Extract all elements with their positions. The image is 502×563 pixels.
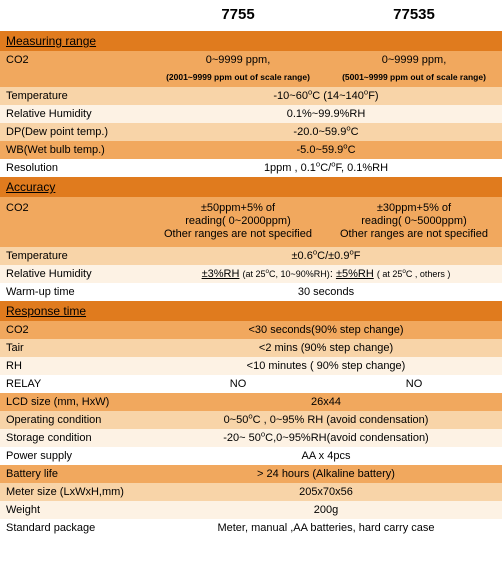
section-header: Response time [0, 301, 92, 321]
table-row: Response time [0, 301, 502, 321]
table-row: DP(Dew point temp.)-20.0~59.9oC [0, 123, 502, 141]
section-header: Measuring range [0, 31, 102, 51]
row-value: <10 minutes ( 90% step change) [150, 358, 502, 374]
table-row: CO2±50ppm+5% ofreading( 0~2000ppm)Other … [0, 197, 502, 247]
row-label: CO2 [0, 200, 150, 216]
row-label: Standard package [0, 520, 150, 536]
table-row: (2001~9999 ppm out of scale range)(5001~… [0, 69, 502, 87]
row-value: ±3%RH (at 25oC, 10~90%RH): ±5%RH ( at 25… [150, 266, 502, 282]
table-row: Temperature±0.6oC/±0.9oF [0, 247, 502, 265]
row-value: -20~ 50oC,0~95%RH(avoid condensation) [150, 430, 502, 446]
table-row: Storage condition-20~ 50oC,0~95%RH(avoid… [0, 429, 502, 447]
row-label: RELAY [0, 376, 150, 392]
note-a: (at 25oC, 10~90%RH) [243, 269, 330, 279]
table-row: Weight200g [0, 501, 502, 519]
table-row: Relative Humidity0.1%~99.9%RH [0, 105, 502, 123]
table-row: RELAYNONO [0, 375, 502, 393]
row-value: 0~50oC , 0~95% RH (avoid condensation) [150, 412, 502, 428]
line: Other ranges are not specified [154, 228, 322, 241]
row-label: LCD size (mm, HxW) [0, 394, 150, 410]
row-value: <2 mins (90% step change) [150, 340, 502, 356]
header-row: 7755 77535 [0, 0, 502, 31]
section-header: Accuracy [0, 177, 61, 197]
row-label: Temperature [0, 248, 150, 264]
table-row: WB(Wet bulb temp.)-5.0~59.9oC [0, 141, 502, 159]
table-row: Temperature-10~60oC (14~140oF) [0, 87, 502, 105]
row-label: Resolution [0, 160, 150, 176]
row-label: Meter size (LxWxH,mm) [0, 484, 150, 500]
row-label: CO2 [0, 322, 150, 338]
table-row: Operating condition0~50oC , 0~95% RH (av… [0, 411, 502, 429]
note-b: ( at 25oC , others ) [377, 269, 451, 279]
row-label: Relative Humidity [0, 266, 150, 282]
row-label: Tair [0, 340, 150, 356]
row-label: Temperature [0, 88, 150, 104]
row-note-2: (5001~9999 ppm out of scale range) [326, 70, 502, 84]
row-label: Storage condition [0, 430, 150, 446]
spec-table: 7755 77535 Measuring rangeCO20~9999 ppm,… [0, 0, 502, 537]
row-value: 26x44 [150, 394, 502, 410]
row-value-1: ±50ppm+5% ofreading( 0~2000ppm)Other ran… [150, 200, 326, 244]
table-row: Power supplyAA x 4pcs [0, 447, 502, 465]
row-value-2: 0~9999 ppm, [326, 52, 502, 68]
row-value: 0.1%~99.9%RH [150, 106, 502, 122]
row-value: -5.0~59.9oC [150, 142, 502, 158]
row-label: CO2 [0, 52, 150, 68]
row-label: Warm-up time [0, 284, 150, 300]
line: ±30ppm+5% of [330, 202, 498, 215]
table-row: Tair<2 mins (90% step change) [0, 339, 502, 357]
header-empty [0, 13, 150, 17]
row-note-1: (2001~9999 ppm out of scale range) [150, 70, 326, 84]
line: ±50ppm+5% of [154, 202, 322, 215]
header-col-7755: 7755 [150, 4, 326, 25]
table-row: Measuring range [0, 31, 502, 51]
row-value-1: NO [150, 376, 326, 392]
line: reading( 0~2000ppm) [154, 215, 322, 228]
table-row: Battery life> 24 hours (Alkaline battery… [0, 465, 502, 483]
row-label: Battery life [0, 466, 150, 482]
table-row: CO20~9999 ppm,0~9999 ppm, [0, 51, 502, 69]
row-value-2: NO [326, 376, 502, 392]
row-label: WB(Wet bulb temp.) [0, 142, 150, 158]
row-value: 200g [150, 502, 502, 518]
table-row: RH<10 minutes ( 90% step change) [0, 357, 502, 375]
row-value: -10~60oC (14~140oF) [150, 88, 502, 104]
table-row: Relative Humidity±3%RH (at 25oC, 10~90%R… [0, 265, 502, 283]
table-body: Measuring rangeCO20~9999 ppm,0~9999 ppm,… [0, 31, 502, 537]
val-b: ±5%RH [336, 268, 374, 280]
header-col-77535: 77535 [326, 4, 502, 25]
row-value: <30 seconds(90% step change) [150, 322, 502, 338]
row-label: Operating condition [0, 412, 150, 428]
table-row: Meter size (LxWxH,mm)205x70x56 [0, 483, 502, 501]
row-value: -20.0~59.9oC [150, 124, 502, 140]
table-row: Standard packageMeter, manual ,AA batter… [0, 519, 502, 537]
row-value: 1ppm , 0.1oC/oF, 0.1%RH [150, 160, 502, 176]
row-value: Meter, manual ,AA batteries, hard carry … [150, 520, 502, 536]
row-value: > 24 hours (Alkaline battery) [150, 466, 502, 482]
row-value: 205x70x56 [150, 484, 502, 500]
row-value: 30 seconds [150, 284, 502, 300]
table-row: Resolution1ppm , 0.1oC/oF, 0.1%RH [0, 159, 502, 177]
table-row: LCD size (mm, HxW)26x44 [0, 393, 502, 411]
row-label: Weight [0, 502, 150, 518]
row-label: DP(Dew point temp.) [0, 124, 150, 140]
table-row: CO2<30 seconds(90% step change) [0, 321, 502, 339]
table-row: Warm-up time30 seconds [0, 283, 502, 301]
val-a: ±3%RH [202, 268, 240, 280]
row-value: AA x 4pcs [150, 448, 502, 464]
line: Other ranges are not specified [330, 228, 498, 241]
line: reading( 0~5000ppm) [330, 215, 498, 228]
row-label [0, 75, 150, 79]
row-label: RH [0, 358, 150, 374]
table-row: Accuracy [0, 177, 502, 197]
row-label: Relative Humidity [0, 106, 150, 122]
row-value: ±0.6oC/±0.9oF [150, 248, 502, 264]
row-value-2: ±30ppm+5% ofreading( 0~5000ppm)Other ran… [326, 200, 502, 244]
row-label: Power supply [0, 448, 150, 464]
row-value-1: 0~9999 ppm, [150, 52, 326, 68]
